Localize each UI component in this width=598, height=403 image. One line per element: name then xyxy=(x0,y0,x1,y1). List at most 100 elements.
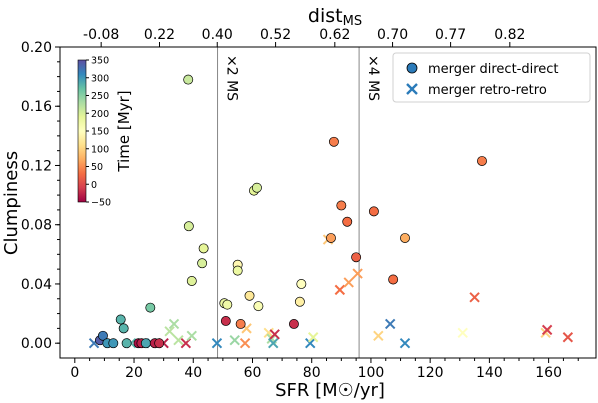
colorbar-label: Time [Myr] xyxy=(115,90,133,172)
colorbar: −50 0 50 100 150 200 250 300 350 Time [Myr] xyxy=(77,56,133,209)
direct-direct-point-3 xyxy=(108,338,119,349)
x-tick-label-6: 120 xyxy=(417,365,444,381)
direct-direct-point-29 xyxy=(294,296,305,307)
direct-direct-point-35 xyxy=(351,252,362,263)
retro-retro-point-29 xyxy=(541,324,553,336)
retro-retro-point-8 xyxy=(186,330,197,341)
legend-circle-marker xyxy=(406,62,418,74)
retro-retro-point-5 xyxy=(168,318,180,330)
x-tick-label-8: 160 xyxy=(535,365,562,381)
direct-direct-markers xyxy=(95,74,487,349)
retro-retro-point-18 xyxy=(307,332,319,343)
x-tick-label-3: 60 xyxy=(244,365,262,381)
retro-retro-point-15 xyxy=(268,337,279,349)
direct-direct-point-38 xyxy=(400,233,410,243)
direct-direct-point-6 xyxy=(121,338,132,349)
colorbar-tick-label-2: 50 xyxy=(91,162,103,173)
direct-direct-point-32 xyxy=(328,136,339,147)
direct-direct-point-25 xyxy=(251,182,262,193)
y-axis-title: Clumpiness xyxy=(1,151,22,255)
direct-direct-point-23 xyxy=(235,318,246,329)
retro-retro-point-26 xyxy=(457,327,468,339)
ms-line-label-0: ×2 MS xyxy=(224,55,240,101)
direct-direct-point-30 xyxy=(296,279,307,289)
retro-retro-point-27 xyxy=(469,292,480,303)
colorbar-tick-label-8: 350 xyxy=(91,56,109,67)
direct-direct-point-1 xyxy=(97,330,108,341)
colorbar-tick-label-3: 100 xyxy=(91,144,109,155)
retro-retro-markers xyxy=(88,234,574,349)
colorbar-gradient xyxy=(77,59,87,203)
retro-retro-point-7 xyxy=(180,337,192,349)
retro-retro-point-17 xyxy=(305,337,316,349)
legend: merger direct-direct merger retro-retro xyxy=(392,52,591,103)
colorbar-tick-label-6: 250 xyxy=(91,91,109,102)
colorbar-tick-label-4: 150 xyxy=(91,127,109,138)
direct-direct-point-13 xyxy=(183,74,194,85)
retro-retro-point-16 xyxy=(269,329,280,340)
y-tick-label-1: 0.04 xyxy=(21,277,52,293)
retro-retro-point-4 xyxy=(164,326,175,337)
retro-retro-point-11 xyxy=(239,337,251,349)
top-tick-label-3: 0.52 xyxy=(260,27,291,43)
retro-retro-point-28 xyxy=(540,327,551,339)
direct-direct-point-39 xyxy=(477,156,487,166)
retro-retro-point-10 xyxy=(229,335,240,346)
x-tick-label-2: 40 xyxy=(184,365,202,381)
retro-retro-point-30 xyxy=(562,332,574,343)
retro-retro-point-20 xyxy=(334,284,346,296)
direct-direct-point-31 xyxy=(326,233,336,243)
direct-direct-point-34 xyxy=(342,216,353,227)
colorbar-tick-label-1: 0 xyxy=(91,180,97,191)
x-tick-label-0: 0 xyxy=(70,365,79,381)
direct-direct-point-27 xyxy=(253,301,264,312)
top-axis-title: distMS xyxy=(308,5,362,29)
direct-direct-point-16 xyxy=(198,243,209,254)
top-tick-label-1: 0.22 xyxy=(144,27,175,43)
ms-line-label-1: ×4 MS xyxy=(365,55,381,101)
colorbar-tick-label-7: 300 xyxy=(91,73,109,84)
plot-frame xyxy=(59,46,597,359)
top-tick-label-2: 0.40 xyxy=(202,27,233,43)
top-tick-label-4: 0.62 xyxy=(319,27,350,43)
direct-direct-point-28 xyxy=(288,318,299,329)
x-tick-label-7: 140 xyxy=(476,365,503,381)
direct-direct-point-26 xyxy=(244,290,255,301)
y-tick-label-0: 0.00 xyxy=(21,336,52,352)
retro-retro-point-22 xyxy=(352,268,363,279)
top-tick-label-5: 0.70 xyxy=(377,27,408,43)
x-tick-label-5: 100 xyxy=(358,365,385,381)
y-tick-label-5: 0.20 xyxy=(21,40,52,56)
direct-direct-point-33 xyxy=(336,200,347,211)
y-tick-label-3: 0.12 xyxy=(21,158,52,174)
x-tick-label-4: 80 xyxy=(303,365,321,381)
direct-direct-point-36 xyxy=(368,206,379,217)
retro-retro-point-21 xyxy=(343,277,354,288)
colorbar-tick-label-5: 200 xyxy=(91,109,109,120)
direct-direct-point-37 xyxy=(388,274,399,285)
colorbar-ticks: −50 0 50 100 150 200 250 300 350 xyxy=(86,56,111,209)
top-tick-label-7: 0.82 xyxy=(494,27,525,43)
direct-direct-point-17 xyxy=(197,258,208,269)
legend-entry-direct-direct: merger direct-direct xyxy=(428,62,559,77)
legend-box xyxy=(392,52,591,103)
y-tick-label-4: 0.16 xyxy=(21,99,52,115)
legend-entry-retro-retro: merger retro-retro xyxy=(428,83,547,98)
direct-direct-point-15 xyxy=(186,276,197,286)
direct-direct-point-12 xyxy=(154,338,165,349)
retro-retro-point-23 xyxy=(373,330,384,341)
ms-reference-lines: ×2 MS ×4 MS xyxy=(217,47,381,358)
direct-direct-point-22 xyxy=(232,265,243,276)
retro-retro-point-25 xyxy=(399,337,411,349)
direct-direct-point-20 xyxy=(220,316,231,326)
top-tick-label-6: 0.77 xyxy=(435,27,466,43)
direct-direct-point-9 xyxy=(140,338,151,349)
direct-direct-point-19 xyxy=(222,299,233,310)
x-tick-label-1: 20 xyxy=(125,365,143,381)
x-axis-title: SFR [M☉/yr] xyxy=(275,380,385,401)
top-tick-label-0: -0.08 xyxy=(83,27,119,43)
retro-retro-point-9 xyxy=(211,337,223,349)
direct-direct-point-5 xyxy=(118,323,129,334)
retro-retro-point-24 xyxy=(384,318,396,330)
